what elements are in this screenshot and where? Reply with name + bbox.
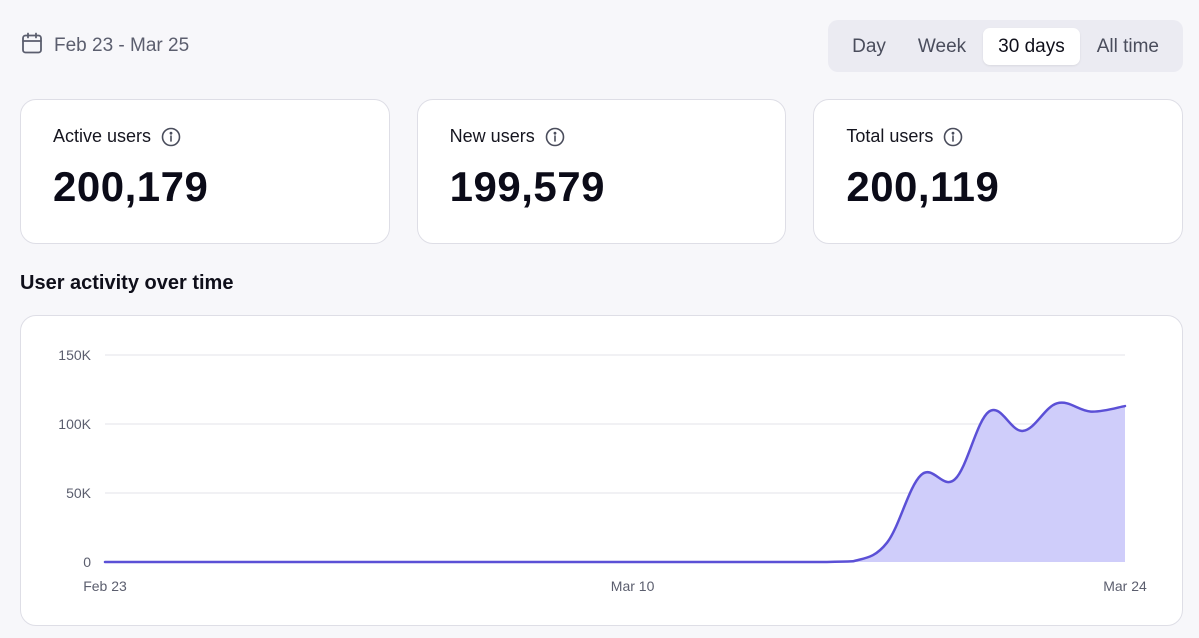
- metric-label: Total users: [846, 126, 934, 146]
- date-range-label: Feb 23 - Mar 25: [54, 35, 190, 56]
- top-bar: Feb 23 - Mar 25 Day Week 30 days All tim…: [20, 20, 1183, 72]
- metric-cards: Active users 200,179 New users 199,579 T…: [20, 99, 1184, 244]
- x-tick-label: Mar 10: [611, 578, 655, 594]
- info-icon[interactable]: [161, 127, 181, 147]
- range-selector: Day Week 30 days All time: [828, 20, 1183, 72]
- metric-value: 199,579: [449, 163, 605, 210]
- range-tab-30-days[interactable]: 30 days: [983, 27, 1080, 65]
- y-tick-label: 150K: [58, 347, 91, 363]
- range-tab-all-time[interactable]: All time: [1096, 35, 1159, 57]
- user-activity-chart: 0 50K 100K 150K Feb 23 Mar 10 Mar 24: [58, 347, 1147, 594]
- metric-label: New users: [449, 126, 535, 146]
- y-tick-label: 100K: [58, 416, 91, 432]
- date-range[interactable]: Feb 23 - Mar 25: [20, 31, 189, 61]
- x-tick-label: Feb 23: [83, 578, 127, 594]
- metric-value: 200,179: [53, 163, 209, 210]
- metric-card-active-users: Active users 200,179: [20, 99, 390, 244]
- section-title: User activity over time: [20, 272, 234, 294]
- metric-card-new-users: New users 199,579: [416, 99, 787, 244]
- range-tab-week[interactable]: Week: [917, 35, 967, 57]
- metric-card-total-users: Total users 200,119: [813, 99, 1184, 244]
- users-area-fill: [105, 402, 1125, 562]
- info-icon[interactable]: [943, 127, 963, 147]
- y-tick-label: 50K: [66, 485, 92, 501]
- info-icon[interactable]: [545, 127, 565, 147]
- metric-label: Active users: [53, 126, 152, 146]
- calendar-icon: [20, 31, 44, 61]
- x-tick-label: Mar 24: [1103, 578, 1147, 594]
- users-series-line: [103, 401, 1127, 564]
- y-tick-label: 0: [83, 554, 91, 570]
- range-tab-day[interactable]: Day: [852, 35, 886, 57]
- user-activity-chart-card: 0 50K 100K 150K Feb 23 Mar 10 Mar 24: [20, 315, 1183, 626]
- metric-value: 200,119: [846, 163, 1000, 210]
